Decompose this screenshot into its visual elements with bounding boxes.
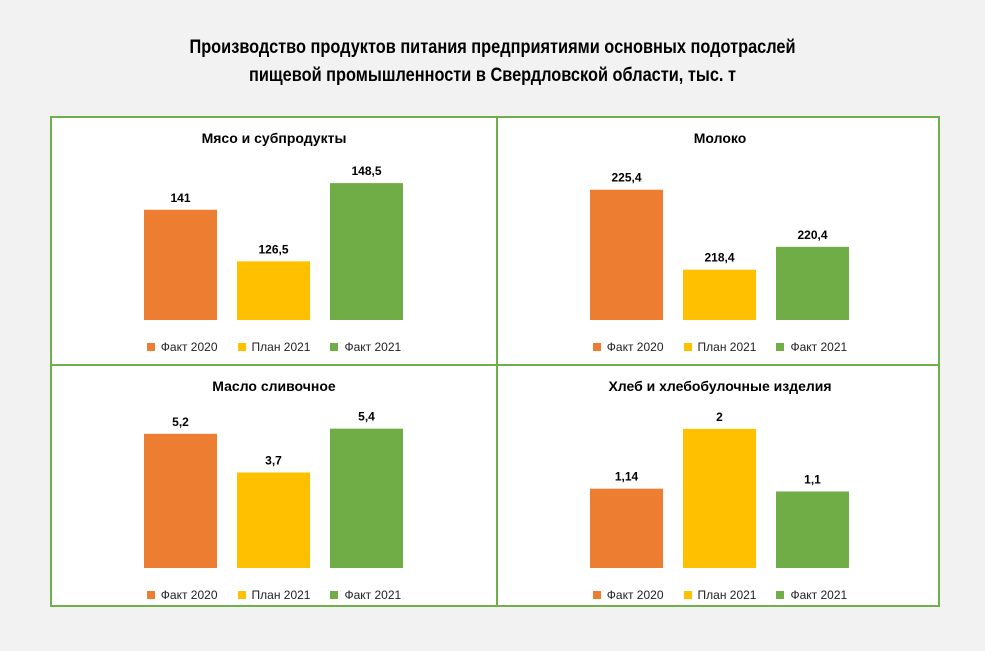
- bar-2: [683, 269, 756, 320]
- value-label-3: 220,4: [797, 228, 827, 242]
- legend-swatch: [592, 591, 601, 599]
- grid-divider-vertical: [496, 118, 498, 605]
- legend-swatch: [237, 591, 246, 599]
- legend-item: Факт 2021: [776, 340, 847, 354]
- chart-legend: Факт 2020 План 2021 Факт 2021: [52, 340, 496, 354]
- main-title-line-2: пищевой промышленности в Свердловской об…: [248, 65, 737, 86]
- chart-legend: Факт 2020 План 2021 Факт 2021: [52, 588, 496, 602]
- chart-svg: 225,4 218,4 220,4: [590, 171, 849, 320]
- legend-swatch: [237, 343, 246, 351]
- value-label-1: 141: [170, 191, 190, 205]
- legend-label: План 2021: [697, 588, 757, 602]
- value-label-2: 2: [716, 410, 723, 424]
- chart-svg: 1,14 2 1,1: [590, 410, 849, 568]
- legend-item: План 2021: [237, 340, 311, 354]
- legend-item: План 2021: [683, 588, 757, 602]
- value-label-2: 3,7: [265, 454, 282, 468]
- value-label-1: 1,14: [615, 470, 639, 484]
- bar-1: [590, 189, 663, 320]
- value-label-3: 148,5: [351, 164, 381, 178]
- legend-swatch: [330, 591, 339, 599]
- legend-item: План 2021: [237, 588, 311, 602]
- chart-title: Молоко: [693, 130, 747, 146]
- legend-item: Факт 2020: [592, 588, 664, 602]
- legend-item: План 2021: [683, 340, 757, 354]
- legend-swatch: [330, 343, 339, 351]
- bar-3: [330, 183, 403, 320]
- main-title: Производство продуктов питания предприят…: [69, 34, 916, 90]
- main-title-line-1: Производство продуктов питания предприят…: [189, 37, 796, 58]
- chart-legend: Факт 2020 План 2021 Факт 2021: [498, 588, 942, 602]
- legend-swatch: [683, 591, 692, 599]
- value-label-3: 1,1: [804, 472, 821, 486]
- legend-label: Факт 2020: [606, 340, 664, 354]
- value-label-1: 5,2: [172, 415, 189, 429]
- legend-swatch: [683, 343, 692, 351]
- chart-title: Масло сливочное: [212, 378, 336, 394]
- legend-swatch: [146, 343, 155, 351]
- legend-item: Факт 2020: [146, 588, 218, 602]
- chart-panel-meat: Мясо и субпродукты 141 126,5 148,5 Факт 20…: [52, 118, 496, 362]
- charts-grid: Мясо и субпродукты 141 126,5 148,5 Факт 20…: [50, 116, 940, 607]
- bar-3: [776, 491, 849, 568]
- chart-title: Мясо и субпродукты: [201, 130, 347, 146]
- legend-label: Факт 2020: [606, 588, 664, 602]
- value-label-2: 126,5: [258, 242, 288, 256]
- chart-panel-butter: Масло сливочное 5,2 3,7 5,4 Факт 2020 План …: [52, 366, 496, 610]
- bar-1: [144, 433, 217, 568]
- bar-3: [776, 246, 849, 320]
- chart-svg: 5,2 3,7 5,4: [144, 410, 403, 568]
- value-label-2: 218,4: [704, 251, 734, 265]
- bar-2: [683, 428, 756, 568]
- legend-item: Факт 2021: [330, 588, 401, 602]
- value-label-1: 225,4: [611, 171, 641, 185]
- bar-2: [237, 261, 310, 320]
- legend-item: Факт 2021: [776, 588, 847, 602]
- legend-label: Факт 2020: [160, 340, 218, 354]
- legend-label: План 2021: [251, 588, 311, 602]
- legend-swatch: [146, 591, 155, 599]
- bar-1: [590, 488, 663, 568]
- chart-svg: 141 126,5 148,5: [144, 164, 403, 320]
- legend-item: Факт 2021: [330, 340, 401, 354]
- bar-1: [144, 209, 217, 320]
- value-label-3: 5,4: [358, 410, 375, 424]
- legend-label: Факт 2021: [344, 588, 402, 602]
- legend-label: Факт 2020: [160, 588, 218, 602]
- grid-divider-horizontal: [52, 364, 938, 366]
- bar-2: [237, 472, 310, 568]
- legend-label: План 2021: [251, 340, 311, 354]
- legend-label: Факт 2021: [790, 340, 848, 354]
- legend-swatch: [776, 343, 785, 351]
- chart-legend: Факт 2020 План 2021 Факт 2021: [498, 340, 942, 354]
- legend-item: Факт 2020: [592, 340, 664, 354]
- legend-label: Факт 2021: [790, 588, 848, 602]
- legend-label: Факт 2021: [344, 340, 402, 354]
- chart-panel-milk: Молоко 225,4 218,4 220,4 Факт 2020 План 202…: [498, 118, 942, 362]
- legend-swatch: [592, 343, 601, 351]
- bar-3: [330, 428, 403, 568]
- legend-item: Факт 2020: [146, 340, 218, 354]
- chart-title: Хлеб и хлебобулочные изделия: [608, 378, 832, 394]
- chart-panel-bread: Хлеб и хлебобулочные изделия 1,14 2 1,1 Фа…: [498, 366, 942, 610]
- legend-label: План 2021: [697, 340, 757, 354]
- legend-swatch: [776, 591, 785, 599]
